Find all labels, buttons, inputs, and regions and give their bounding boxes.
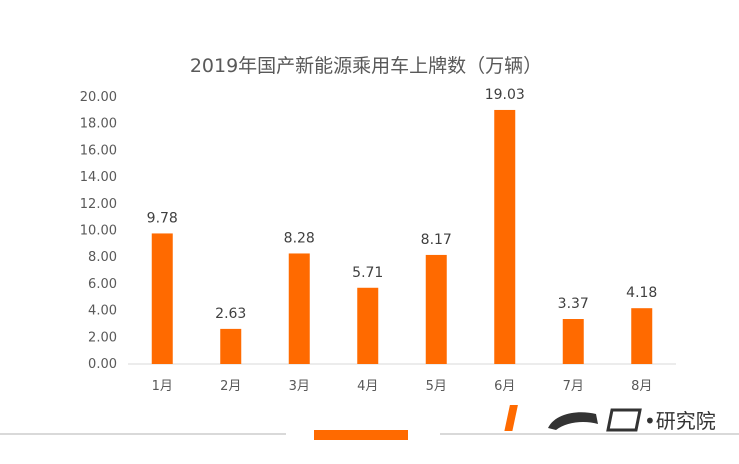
y-tick-label: 14.00 — [80, 170, 117, 185]
y-tick-label: 6.00 — [88, 277, 117, 292]
data-label: 19.03 — [485, 87, 525, 103]
y-tick-label: 2.00 — [88, 330, 117, 345]
bar — [631, 308, 653, 364]
y-tick-label: 0.00 — [88, 357, 117, 372]
data-label: 4.18 — [626, 285, 657, 301]
x-tick-label: 8月 — [631, 379, 652, 394]
bar — [288, 253, 310, 364]
y-tick-label: 18.00 — [80, 117, 117, 132]
y-tick-label: 16.00 — [80, 143, 117, 158]
y-tick-label: 12.00 — [80, 197, 117, 212]
data-label: 2.63 — [215, 306, 246, 322]
footer-accent-bar — [314, 430, 408, 440]
data-labels: 9.78 2.63 8.28 5.71 8.17 19.03 3.37 4.18 — [147, 87, 658, 322]
bar — [562, 319, 584, 364]
data-label: 8.28 — [284, 230, 315, 246]
first-ev-logo-icon — [504, 405, 642, 432]
x-tick-label: 7月 — [563, 379, 584, 394]
x-tick-label: 3月 — [289, 379, 310, 394]
y-tick-label: 20.00 — [80, 90, 117, 105]
x-tick-label: 2月 — [220, 379, 241, 394]
y-axis-ticks: 0.00 2.00 4.00 6.00 8.00 10.00 12.00 14.00 16.00… — [80, 90, 117, 372]
brand-text: •研究院 — [644, 409, 716, 433]
bar-series — [151, 109, 653, 365]
bar — [357, 287, 379, 364]
x-tick-label: 6月 — [494, 379, 515, 394]
chart-title: 2019年国产新能源乘用车上牌数（万辆） — [190, 55, 542, 77]
x-axis-categories: 1月 2月 3月 4月 5月 6月 7月 8月 — [152, 379, 653, 394]
data-label: 3.37 — [558, 296, 589, 312]
y-tick-label: 4.00 — [88, 304, 117, 319]
bar — [425, 254, 447, 364]
bar — [151, 233, 173, 364]
data-label: 9.78 — [147, 210, 178, 226]
bar — [494, 109, 516, 365]
y-tick-label: 10.00 — [80, 224, 117, 239]
x-tick-label: 1月 — [152, 379, 173, 394]
x-tick-label: 5月 — [426, 379, 447, 394]
y-tick-label: 8.00 — [88, 250, 117, 265]
data-label: 5.71 — [352, 265, 383, 281]
data-label: 8.17 — [421, 232, 452, 248]
x-tick-label: 4月 — [357, 379, 378, 394]
bar — [220, 328, 242, 364]
